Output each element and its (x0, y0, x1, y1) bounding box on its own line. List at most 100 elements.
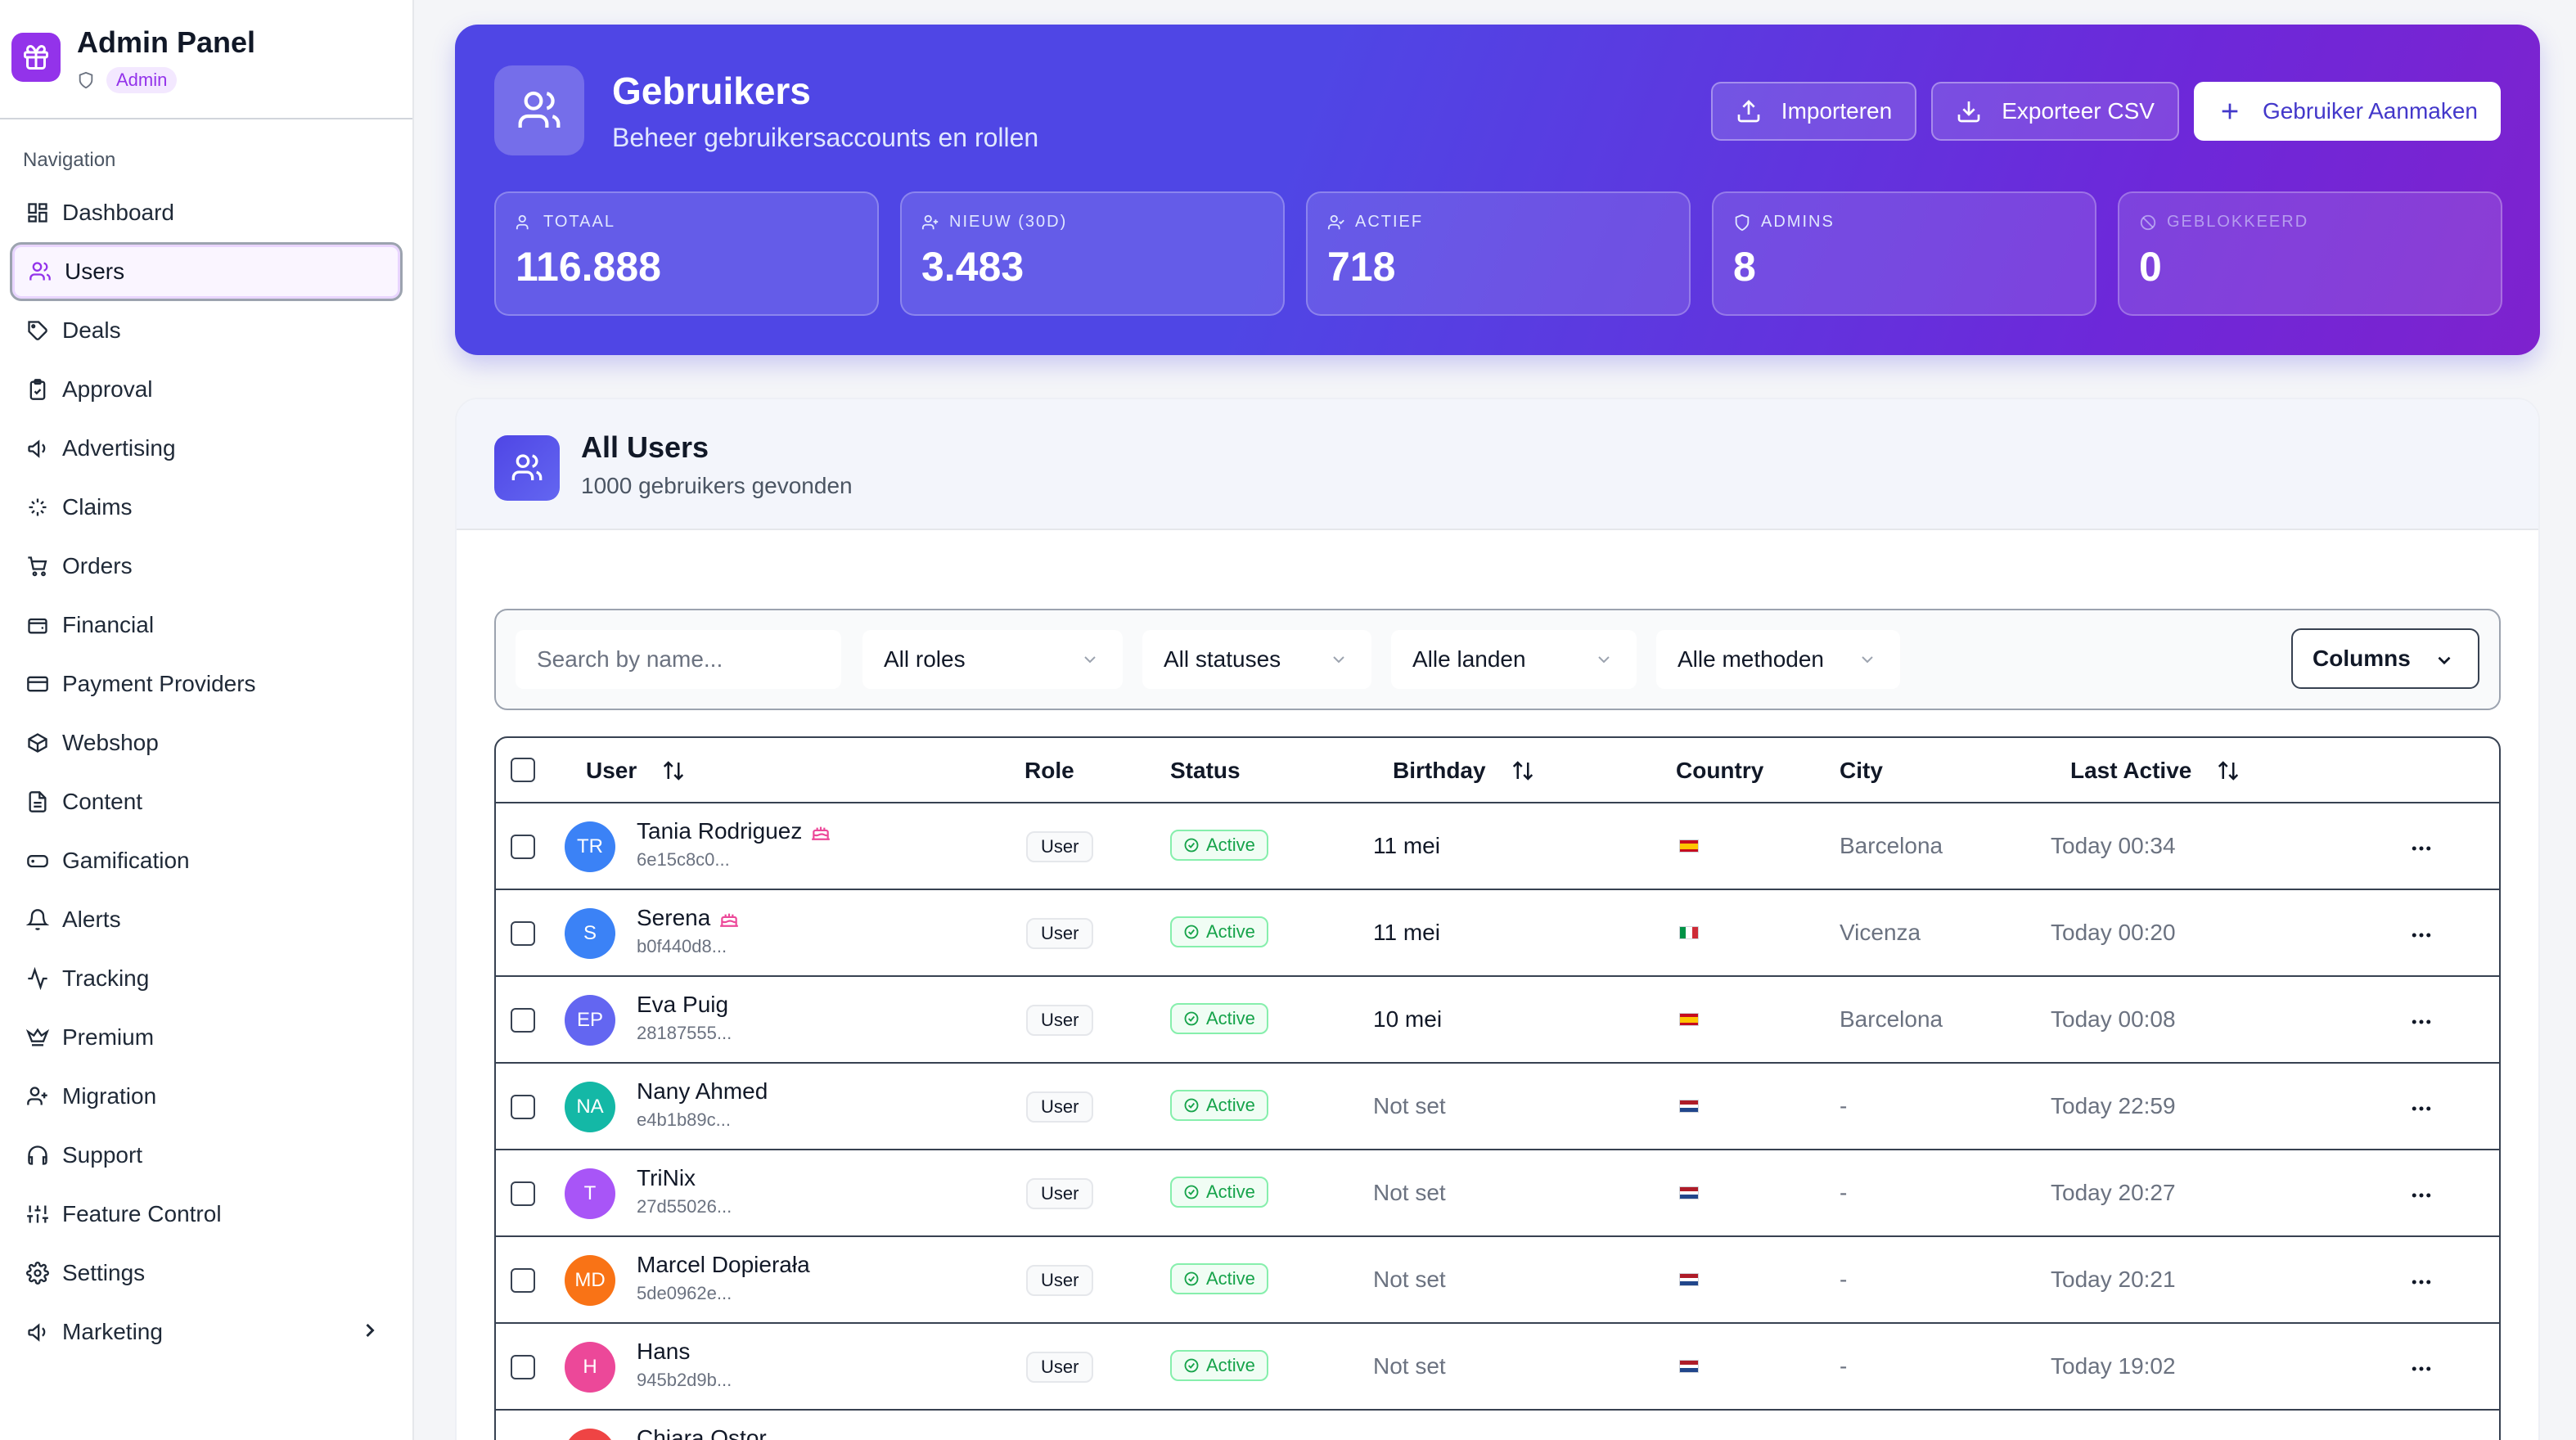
search-input[interactable] (516, 630, 841, 689)
user-name[interactable]: Hans (637, 1339, 690, 1365)
sidebar-item-approval[interactable]: Approval (0, 360, 412, 419)
table-row[interactable]: MD Marcel Dopierała 5de0962e... User Act… (496, 1237, 2499, 1324)
user-name[interactable]: Serena (637, 905, 740, 931)
sidebar-item-deals[interactable]: Deals (0, 301, 412, 360)
user-name[interactable]: Tania Rodriguez (637, 818, 831, 844)
sidebar-item-gamification[interactable]: Gamification (0, 831, 412, 890)
city: - (1840, 1093, 1848, 1118)
table-row[interactable]: T TriNix 27d55026... User Active Not set… (496, 1150, 2499, 1237)
create-user-button[interactable]: Gebruiker Aanmaken (2193, 82, 2501, 141)
upload-icon (1736, 98, 1762, 124)
sort-icon[interactable] (2216, 758, 2240, 783)
gift-logo-icon (11, 33, 61, 82)
table-row[interactable]: CO Chiara Ostor (496, 1411, 2499, 1440)
download-icon (1956, 98, 1982, 124)
table-row[interactable]: S Serena b0f440d8... User Active 11 mei … (496, 890, 2499, 977)
select-all-checkbox[interactable] (511, 758, 535, 782)
column-birthday[interactable]: Birthday (1393, 758, 1535, 784)
row-checkbox[interactable] (511, 1268, 535, 1293)
columns-button-label: Columns (2313, 646, 2411, 671)
sidebar-item-feature-control[interactable]: Feature Control (0, 1185, 412, 1244)
sidebar-item-orders[interactable]: Orders (0, 537, 412, 596)
sidebar-item-claims[interactable]: Claims (0, 478, 412, 537)
filter-bar: All roles All statuses Alle landen Alle … (494, 609, 2501, 710)
flag-es-icon (1679, 839, 1699, 853)
import-button[interactable]: Importeren (1710, 82, 1917, 141)
row-checkbox[interactable] (511, 1008, 535, 1033)
user-name[interactable]: Eva Puig (637, 992, 728, 1018)
more-actions-icon[interactable] (2409, 1270, 2434, 1294)
all-users-card: All Users 1000 gebruikers gevonden All r… (455, 398, 2540, 1440)
flag-es-icon (1679, 1013, 1699, 1026)
sidebar-item-premium[interactable]: Premium (0, 1008, 412, 1067)
status-badge: Active (1170, 1090, 1268, 1121)
user-plus-icon (921, 214, 939, 232)
tag-icon (23, 316, 52, 345)
more-actions-icon[interactable] (2409, 1096, 2434, 1121)
wallet-icon (23, 610, 52, 640)
column-country[interactable]: Country (1676, 758, 1763, 784)
column-last-active[interactable]: Last Active (2070, 758, 2240, 784)
sidebar-item-label: Marketing (62, 1319, 163, 1344)
sidebar-item-label: Approval (62, 376, 153, 402)
user-name[interactable]: Nany Ahmed (637, 1078, 768, 1105)
column-user[interactable]: User (586, 758, 686, 784)
avatar-initials: MD (574, 1269, 606, 1291)
column-status[interactable]: Status (1170, 758, 1241, 784)
user-name[interactable]: TriNix (637, 1165, 696, 1191)
sidebar-item-migration[interactable]: Migration (0, 1067, 412, 1126)
more-actions-icon[interactable] (2409, 1357, 2434, 1381)
row-checkbox[interactable] (511, 1355, 535, 1379)
sort-icon[interactable] (1511, 758, 1535, 783)
country-filter-select[interactable]: Alle landen (1391, 630, 1637, 689)
status-badge: Active (1170, 916, 1268, 947)
table-row[interactable]: NA Nany Ahmed e4b1b89c... User Active No… (496, 1064, 2499, 1150)
method-filter-select[interactable]: Alle methoden (1656, 630, 1900, 689)
sidebar-item-users[interactable]: Users (10, 242, 403, 301)
sidebar-item-label: Feature Control (62, 1201, 222, 1226)
sidebar-item-settings[interactable]: Settings (0, 1244, 412, 1303)
birthday: Not set (1373, 1353, 1446, 1379)
more-actions-icon[interactable] (2409, 1010, 2434, 1034)
user-name-text: Eva Puig (637, 992, 729, 1017)
table-row[interactable]: EP Eva Puig 28187555... User Active 10 m… (496, 977, 2499, 1064)
export-csv-button[interactable]: Exporteer CSV (1931, 82, 2179, 141)
sidebar-item-alerts[interactable]: Alerts (0, 890, 412, 949)
role-filter-select[interactable]: All roles (862, 630, 1123, 689)
sidebar-item-financial[interactable]: Financial (0, 596, 412, 655)
sidebar-item-content[interactable]: Content (0, 772, 412, 831)
table-row[interactable]: TR Tania Rodriguez 6e15c8c0... User Acti… (496, 803, 2499, 890)
status-filter-select[interactable]: All statuses (1142, 630, 1371, 689)
row-checkbox[interactable] (511, 835, 535, 859)
stat-value: 3.483 (921, 244, 1025, 290)
columns-button[interactable]: Columns (2291, 628, 2479, 689)
sort-icon[interactable] (661, 758, 686, 783)
sidebar-item-dashboard[interactable]: Dashboard (0, 183, 412, 242)
method-filter-value: Alle methoden (1678, 646, 1825, 672)
sidebar-item-tracking[interactable]: Tracking (0, 949, 412, 1008)
birthday: Not set (1373, 1180, 1446, 1205)
more-actions-icon[interactable] (2409, 1183, 2434, 1208)
row-checkbox[interactable] (511, 921, 535, 946)
page-title: Gebruikers (612, 70, 811, 112)
column-city[interactable]: City (1840, 758, 1883, 784)
sidebar-item-marketing[interactable]: Marketing (0, 1303, 412, 1361)
check-circle-icon (1183, 1184, 1200, 1200)
chevron-right-icon[interactable] (358, 1319, 381, 1348)
users-icon (516, 214, 534, 232)
sidebar-item-payment-providers[interactable]: Payment Providers (0, 655, 412, 713)
user-id: b0f440d8... (637, 936, 727, 956)
more-actions-icon[interactable] (2409, 923, 2434, 947)
more-actions-icon[interactable] (2409, 836, 2434, 861)
sidebar-item-advertising[interactable]: Advertising (0, 419, 412, 478)
column-role[interactable]: Role (1025, 758, 1074, 784)
crown-icon (23, 1023, 52, 1052)
column-label: City (1840, 758, 1883, 783)
sidebar-item-webshop[interactable]: Webshop (0, 713, 412, 772)
user-name[interactable]: Chiara Ostor (637, 1425, 767, 1440)
user-name[interactable]: Marcel Dopierała (637, 1252, 810, 1278)
sidebar-item-support[interactable]: Support (0, 1126, 412, 1185)
row-checkbox[interactable] (511, 1095, 535, 1119)
row-checkbox[interactable] (511, 1181, 535, 1206)
table-row[interactable]: H Hans 945b2d9b... User Active Not set -… (496, 1324, 2499, 1411)
